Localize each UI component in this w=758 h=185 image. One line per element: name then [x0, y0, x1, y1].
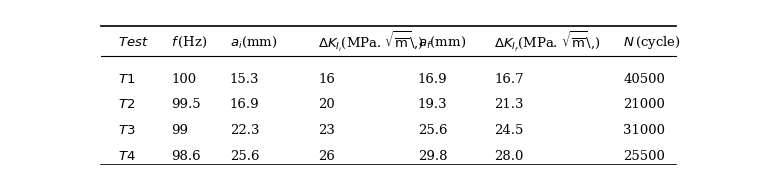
Text: 21000: 21000: [623, 98, 666, 111]
Text: $\Delta K_{I_i}$(MPa. $\sqrt{\overline{\rm m}}$\,): $\Delta K_{I_i}$(MPa. $\sqrt{\overline{\…: [318, 30, 424, 54]
Text: 16.9: 16.9: [418, 73, 447, 86]
Text: 31000: 31000: [623, 124, 666, 137]
Text: $\Delta K_{I_f}$(MPa. $\sqrt{\overline{\rm m}}$\,): $\Delta K_{I_f}$(MPa. $\sqrt{\overline{\…: [494, 30, 600, 54]
Text: 20: 20: [318, 98, 335, 111]
Text: 98.6: 98.6: [171, 150, 201, 163]
Text: 100: 100: [171, 73, 196, 86]
Text: $\mathit{T2}$: $\mathit{T2}$: [118, 98, 136, 111]
Text: $a_f$(mm): $a_f$(mm): [418, 35, 466, 50]
Text: $\mathit{T1}$: $\mathit{T1}$: [118, 73, 136, 86]
Text: 24.5: 24.5: [494, 124, 524, 137]
Text: 21.3: 21.3: [494, 98, 524, 111]
Text: 26: 26: [318, 150, 335, 163]
Text: $\mathit{T3}$: $\mathit{T3}$: [118, 124, 136, 137]
Text: 28.0: 28.0: [494, 150, 524, 163]
Text: 23: 23: [318, 124, 335, 137]
Text: 99.5: 99.5: [171, 98, 201, 111]
Text: $\mathit{Test}$: $\mathit{Test}$: [118, 36, 149, 49]
Text: 40500: 40500: [623, 73, 666, 86]
Text: 15.3: 15.3: [230, 73, 259, 86]
Text: $N\,$(cycle): $N\,$(cycle): [623, 34, 681, 51]
Text: $\mathit{T4}$: $\mathit{T4}$: [118, 150, 136, 163]
Text: 16.7: 16.7: [494, 73, 524, 86]
Text: 19.3: 19.3: [418, 98, 447, 111]
Text: $f\,$(Hz): $f\,$(Hz): [171, 35, 208, 50]
Text: 25.6: 25.6: [230, 150, 259, 163]
Text: 16.9: 16.9: [230, 98, 259, 111]
Text: 25500: 25500: [623, 150, 666, 163]
Text: 29.8: 29.8: [418, 150, 447, 163]
Text: 25.6: 25.6: [418, 124, 447, 137]
Text: $a_i$(mm): $a_i$(mm): [230, 35, 277, 50]
Text: 16: 16: [318, 73, 335, 86]
Text: 99: 99: [171, 124, 188, 137]
Text: 22.3: 22.3: [230, 124, 259, 137]
